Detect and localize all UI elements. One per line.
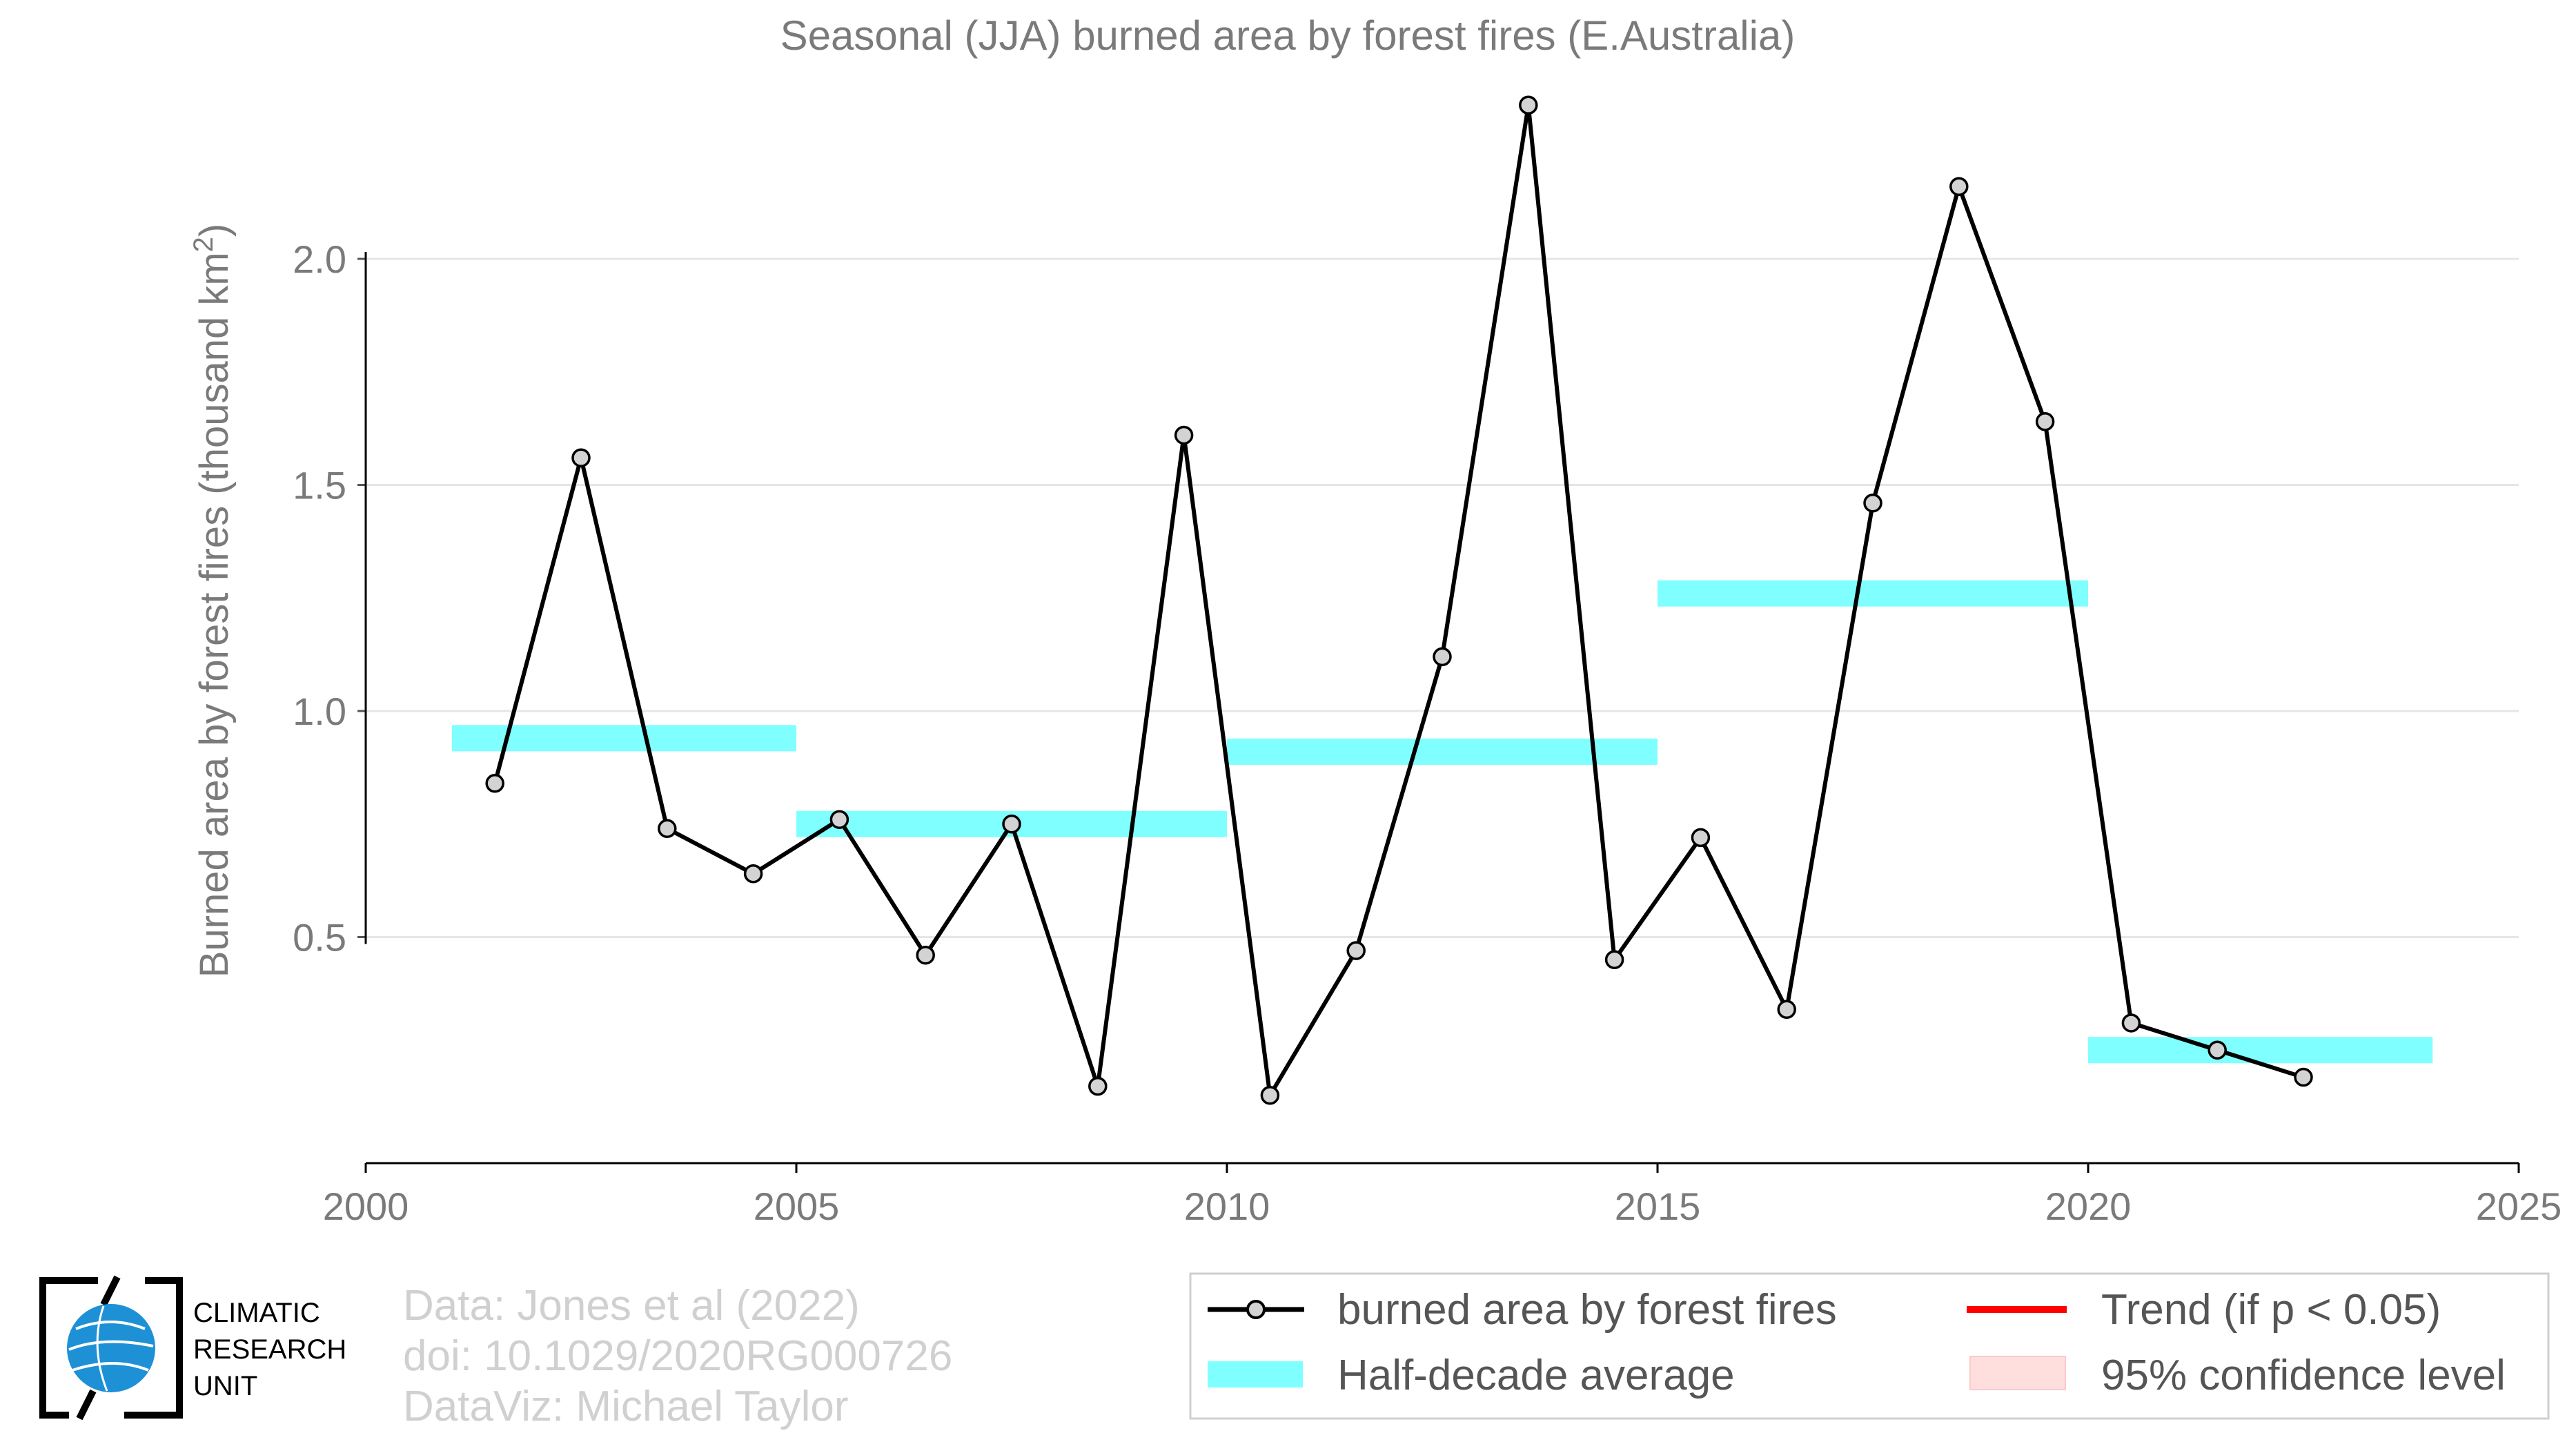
data-point bbox=[916, 945, 935, 965]
half-decade-bars bbox=[451, 580, 2433, 1064]
series-burned-area-points bbox=[485, 95, 2313, 1105]
logo-text-unit: UNIT bbox=[193, 1371, 257, 1401]
logo-slash-bottom bbox=[76, 1389, 97, 1421]
data-point bbox=[1777, 1000, 1796, 1020]
legend-swatch-confidence bbox=[1969, 1356, 2066, 1390]
y-tick-label: 1.0 bbox=[293, 690, 346, 733]
data-point bbox=[1519, 95, 1538, 115]
legend-item-burned-area: burned area by forest fires bbox=[1208, 1286, 1837, 1334]
credit-doi: doi: 10.1029/2020RG000726 bbox=[403, 1332, 952, 1380]
half-decade-bar bbox=[1658, 580, 2088, 607]
legend-item-confidence: 95% confidence level bbox=[1969, 1352, 2506, 1399]
data-point bbox=[1174, 425, 1194, 445]
legend-label-burned-area: burned area by forest fires bbox=[1337, 1286, 1837, 1334]
x-tick-label: 2005 bbox=[754, 1185, 840, 1228]
legend-box bbox=[1189, 1272, 2550, 1420]
data-point bbox=[2035, 412, 2055, 431]
data-point bbox=[2294, 1067, 2313, 1087]
data-point bbox=[2208, 1040, 2227, 1060]
data-point bbox=[485, 774, 504, 793]
legend-label-confidence: 95% confidence level bbox=[2101, 1352, 2506, 1399]
legend-swatch-half-decade bbox=[1208, 1361, 1303, 1387]
x-tick-label: 2010 bbox=[1184, 1185, 1270, 1228]
half-decade-bar bbox=[2088, 1037, 2433, 1064]
data-point bbox=[829, 810, 849, 829]
legend-label-half-decade: Half-decade average bbox=[1337, 1352, 1735, 1399]
data-point bbox=[1604, 950, 1624, 969]
credit-dataviz: DataViz: Michael Taylor bbox=[403, 1383, 849, 1430]
grid-lines bbox=[366, 257, 2519, 938]
data-point bbox=[2121, 1013, 2141, 1033]
y-tick-label: 0.5 bbox=[293, 916, 346, 960]
y-axis-label-superscript: 2 bbox=[188, 237, 219, 252]
x-tick-label: 2025 bbox=[2476, 1185, 2562, 1228]
y-tick-label: 2.0 bbox=[293, 237, 346, 281]
x-tick-label: 2020 bbox=[2045, 1185, 2132, 1228]
y-axis-ticks: 0.5 1.0 1.5 2.0 bbox=[293, 237, 367, 960]
logo-bracket-left bbox=[39, 1277, 98, 1419]
legend-item-trend: Trend (if p < 0.05) bbox=[1967, 1286, 2441, 1334]
logo-bracket-right bbox=[124, 1277, 183, 1419]
legend: burned area by forest fires Trend (if p … bbox=[1189, 1272, 2550, 1420]
data-point bbox=[1433, 647, 1452, 667]
data-point bbox=[1691, 828, 1711, 848]
data-point bbox=[1088, 1076, 1108, 1096]
legend-label-trend: Trend (if p < 0.05) bbox=[2101, 1286, 2441, 1334]
series-line bbox=[493, 103, 2304, 1098]
data-point bbox=[571, 448, 591, 467]
logo-text-research: RESEARCH bbox=[193, 1334, 346, 1365]
y-tick-label: 1.5 bbox=[293, 464, 346, 507]
y-axis-label-close: ) bbox=[192, 224, 237, 237]
credits: Data: Jones et al (2022) doi: 10.1029/20… bbox=[403, 1282, 952, 1430]
x-axis-ticks: 2000 2005 2010 2015 2020 2025 bbox=[323, 1163, 2562, 1228]
data-point bbox=[743, 864, 763, 884]
series-burned-area bbox=[493, 103, 2304, 1098]
legend-item-half-decade: Half-decade average bbox=[1208, 1352, 1735, 1399]
data-point bbox=[1863, 493, 1882, 513]
data-point bbox=[1002, 815, 1021, 834]
cru-logo: CLIMATIC RESEARCH UNIT bbox=[39, 1275, 346, 1421]
data-point bbox=[1346, 941, 1366, 960]
chart-title: Seasonal (JJA) burned area by forest fir… bbox=[780, 12, 1796, 59]
data-point bbox=[658, 819, 677, 839]
legend-marker-burned-area bbox=[1246, 1300, 1266, 1319]
y-axis-label: Burned area by forest fires (thousand km… bbox=[188, 224, 237, 978]
credit-data: Data: Jones et al (2022) bbox=[403, 1282, 860, 1330]
x-tick-label: 2015 bbox=[1615, 1185, 1701, 1228]
logo-slash-top bbox=[100, 1275, 121, 1307]
x-tick-label: 2000 bbox=[323, 1185, 409, 1228]
y-axis-label-main: Burned area by forest fires (thousand km bbox=[192, 252, 237, 977]
data-point bbox=[1260, 1086, 1280, 1105]
logo-text-climatic: CLIMATIC bbox=[193, 1298, 320, 1328]
data-point bbox=[1949, 177, 1969, 196]
half-decade-bar bbox=[1227, 738, 1658, 765]
globe-icon bbox=[67, 1304, 155, 1392]
